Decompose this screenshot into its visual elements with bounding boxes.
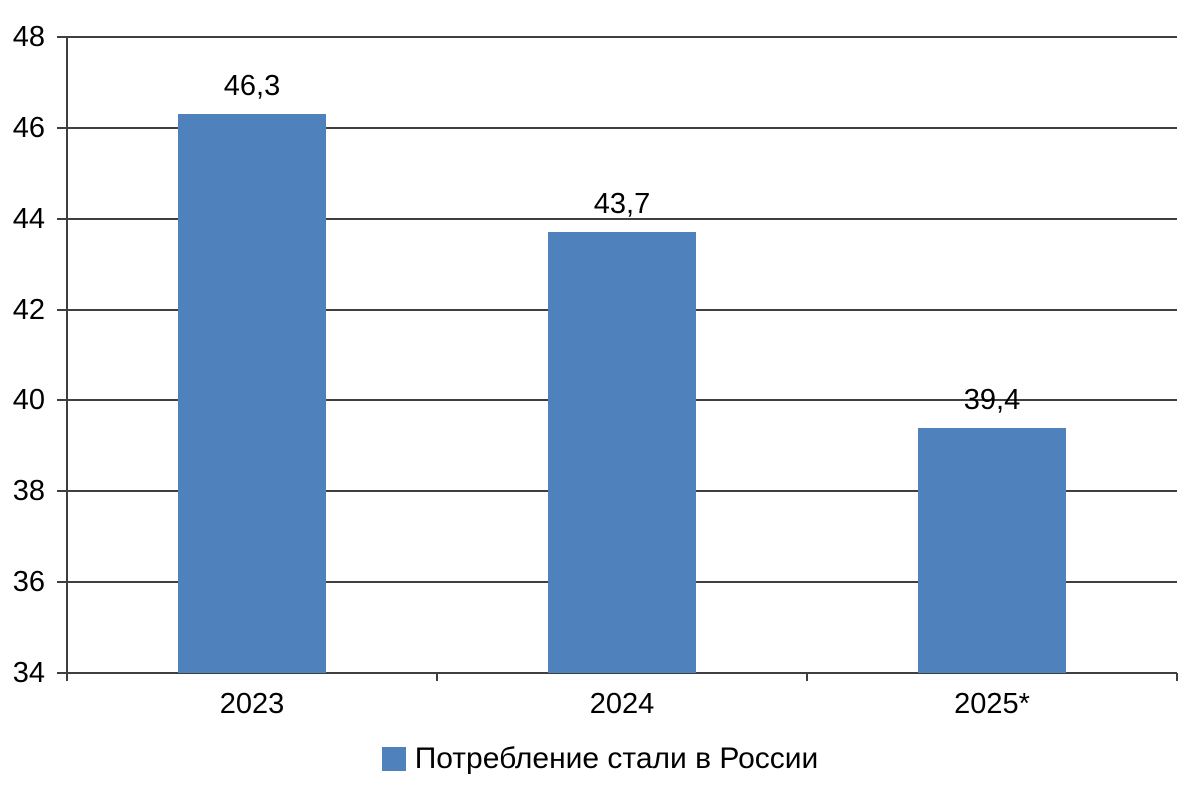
y-axis-tick	[57, 127, 67, 129]
bar	[548, 232, 696, 673]
y-tick-label: 44	[12, 203, 45, 235]
y-tick-label: 34	[12, 657, 45, 689]
y-axis-tick	[57, 309, 67, 311]
y-axis-tick	[57, 399, 67, 401]
y-axis-tick	[57, 218, 67, 220]
y-axis-tick	[57, 36, 67, 38]
x-axis-tick	[1176, 673, 1178, 681]
x-axis-tick	[806, 673, 808, 681]
y-tick-label: 38	[12, 475, 45, 507]
bar-value-label: 46,3	[223, 70, 281, 102]
legend: Потребление стали в России	[0, 742, 1200, 776]
gridline	[67, 36, 1177, 38]
y-axis-tick	[57, 581, 67, 583]
y-tick-label: 40	[12, 384, 45, 416]
legend-label: Потребление стали в России	[414, 742, 819, 775]
x-category-label: 2025*	[954, 688, 1030, 720]
x-axis-tick	[436, 673, 438, 681]
plot-area: 46,3 43,7 39,4	[57, 36, 1178, 681]
x-axis-line	[67, 672, 1177, 674]
bar-value-label: 43,7	[593, 188, 651, 220]
y-tick-label: 36	[12, 566, 45, 598]
legend-marker-square	[381, 747, 406, 771]
x-category-label: 2024	[589, 688, 655, 720]
y-axis-line	[66, 36, 68, 681]
bar	[918, 428, 1066, 673]
y-axis-tick	[57, 490, 67, 492]
y-tick-label: 42	[12, 294, 45, 326]
y-tick-label: 48	[12, 21, 45, 53]
bar-value-label: 39,4	[963, 384, 1021, 416]
y-tick-label: 46	[12, 112, 45, 144]
gridline	[67, 218, 1177, 220]
y-axis-tick	[57, 672, 67, 674]
bar	[178, 114, 326, 673]
gridline	[67, 127, 1177, 129]
x-category-label: 2023	[219, 688, 285, 720]
